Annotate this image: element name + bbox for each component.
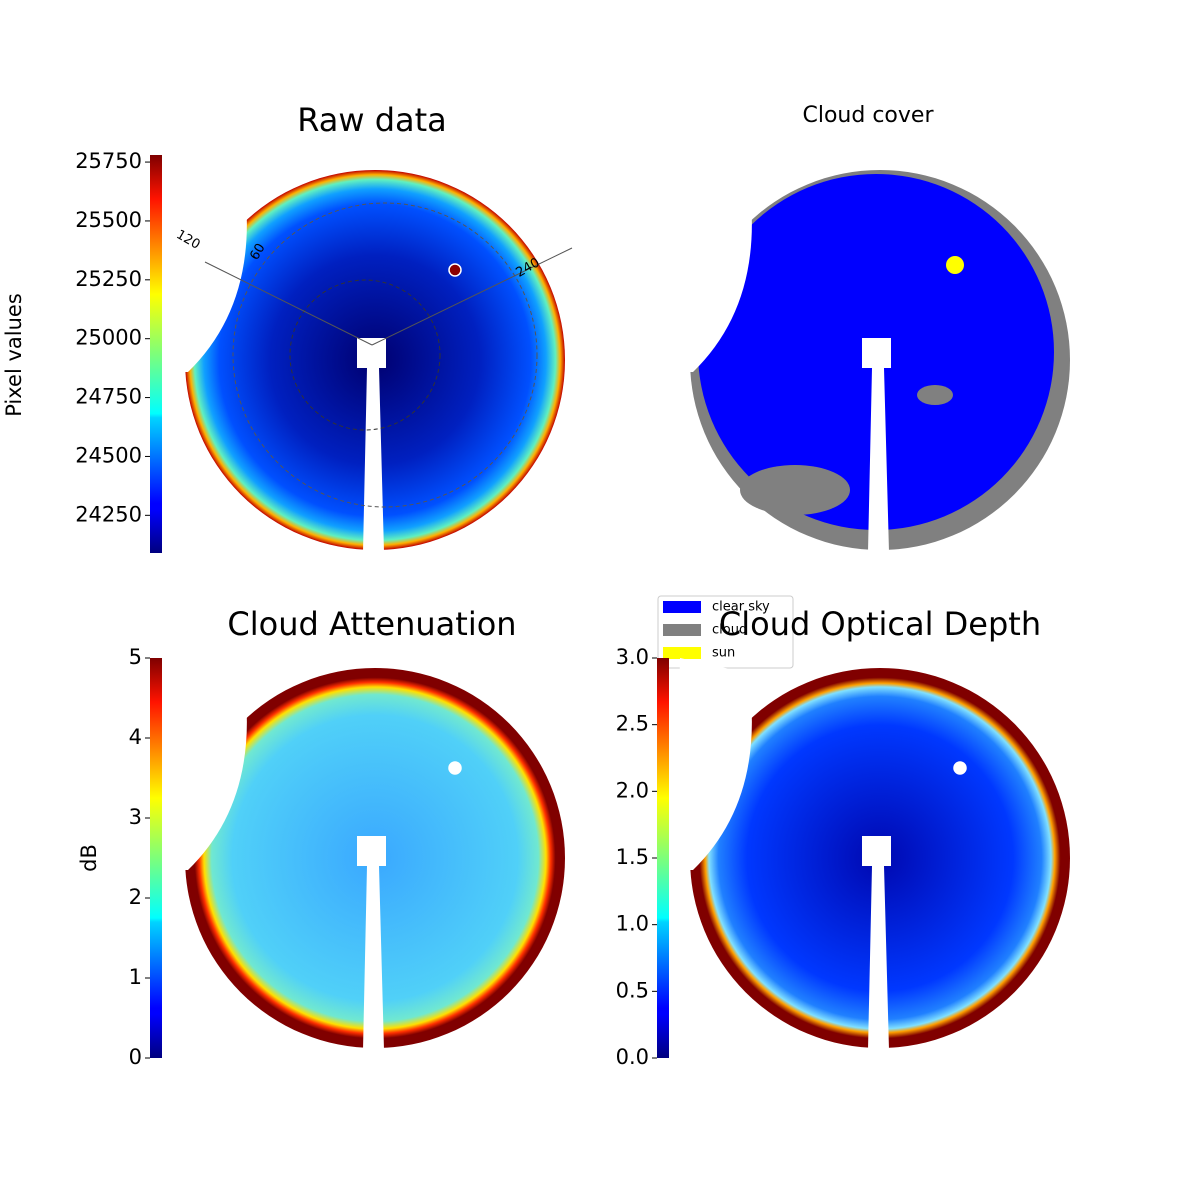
colorbar-label: dB (77, 844, 101, 872)
colorbar-tick-label: 25750 (75, 149, 142, 173)
horizon-mask (675, 658, 752, 870)
colorbar-tick-label: 4 (129, 725, 142, 749)
panel-title: Raw data (297, 101, 447, 139)
polar-label: 60 (247, 241, 268, 263)
panel-title: Cloud cover (803, 103, 935, 128)
colorbar-tick-label: 1.5 (616, 845, 649, 869)
colorbar-tick-label: 1.0 (616, 912, 649, 936)
sun (953, 761, 967, 775)
colorbar-tick-label: 1 (129, 965, 142, 989)
cloud-region (740, 465, 850, 515)
horizon-mask (170, 160, 247, 372)
colorbar (657, 658, 669, 1058)
legend-label: clear sky (712, 600, 770, 615)
polar-grid (232, 202, 538, 508)
legend-swatch (663, 601, 701, 613)
colorbar-tick-label: 25250 (75, 267, 142, 291)
camera-mast (862, 836, 891, 1050)
colorbar-tick-label: 25500 (75, 208, 142, 232)
colorbar (150, 155, 162, 553)
polar-grid (289, 279, 441, 431)
polar-axis (204, 261, 373, 346)
camera-mast (357, 836, 386, 1050)
panel-title: Cloud Attenuation (227, 605, 516, 643)
colorbar (150, 658, 162, 1058)
colorbar-tick-label: 3 (129, 805, 142, 829)
legend-swatch (663, 647, 701, 659)
colorbar-tick-label: 25000 (75, 326, 142, 350)
horizon-mask (170, 658, 247, 870)
colorbar-tick-label: 2.0 (616, 778, 649, 802)
colorbar-label: Pixel values (2, 293, 26, 417)
sun-region (946, 256, 964, 274)
legend-swatch (663, 624, 701, 636)
colorbar-tick-label: 0.5 (616, 978, 649, 1002)
colorbar-tick-label: 3.0 (616, 645, 649, 669)
colorbar-tick-label: 24250 (75, 502, 142, 526)
legend-label: sun (712, 646, 735, 661)
camera-mast (862, 338, 891, 552)
colorbar-tick-label: 24500 (75, 443, 142, 467)
cloud-region (917, 385, 953, 405)
colorbar-tick-label: 2.5 (616, 712, 649, 736)
colorbar-tick-label: 24750 (75, 385, 142, 409)
horizon-mask (675, 160, 752, 372)
colorbar-tick-label: 0 (129, 1045, 142, 1069)
sun (448, 263, 462, 277)
sun (448, 761, 462, 775)
polar-axis (371, 247, 573, 346)
colorbar-tick-label: 5 (129, 645, 142, 669)
panel-title: Cloud Optical Depth (719, 605, 1041, 643)
colorbar-tick-label: 0.0 (616, 1045, 649, 1069)
colorbar-tick-label: 2 (129, 885, 142, 909)
camera-mast (357, 338, 386, 552)
legend-label: cloud (712, 623, 747, 638)
